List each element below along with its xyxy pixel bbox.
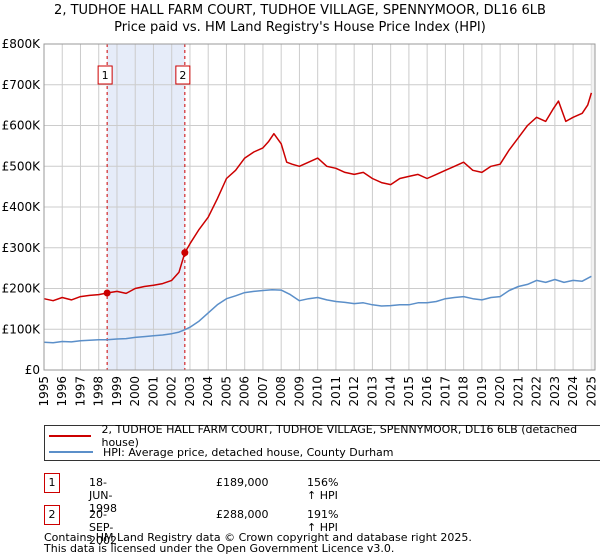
sale-hpi-change: 156% ↑ HPI [307,476,339,502]
x-tick-label: 1996 [55,376,69,407]
x-tick-label: 2025 [584,376,598,407]
sale-label-number: 2 [179,69,186,82]
x-tick-label: 2005 [219,376,233,407]
x-tick-label: 2024 [566,376,580,407]
legend-swatch-hpi [49,451,93,453]
y-tick-label: £800K [2,37,42,51]
x-tick-label: 2006 [238,376,252,407]
x-tick-label: 2007 [256,376,270,407]
y-tick-label: £200K [2,282,42,296]
legend-item-property: 2, TUDHOE HALL FARM COURT, TUDHOE VILLAG… [49,423,600,449]
chart-subtitle: Price paid vs. HM Land Registry's House … [114,20,486,35]
future-hatch [591,44,595,370]
x-tick-label: 2004 [201,376,215,407]
sale-number-badge: 2 [44,505,60,525]
x-tick-label: 1995 [37,376,51,407]
footer-licence: This data is licensed under the Open Gov… [44,542,395,555]
y-tick-label: £700K [2,78,42,92]
x-tick-label: 2021 [511,376,525,407]
y-tick-label: £600K [2,119,42,133]
y-tick-label: £0 [25,363,40,377]
chart-title: 2, TUDHOE HALL FARM COURT, TUDHOE VILLAG… [54,3,546,18]
plot-frame [43,43,596,371]
sale-point [181,249,189,257]
sale-number-badge: 1 [44,473,60,493]
legend-item-hpi: HPI: Average price, detached house, Coun… [49,444,394,460]
x-tick-label: 2016 [420,376,434,407]
x-tick-label: 2002 [165,376,179,407]
sale-hpi-change: 191% ↑ HPI [307,508,339,534]
legend-swatch-property [49,435,92,437]
property-price-line [43,92,593,302]
x-tick-label: 1999 [110,376,124,407]
legend: 2, TUDHOE HALL FARM COURT, TUDHOE VILLAG… [44,423,600,461]
x-tick-label: 2000 [128,376,142,407]
x-tick-label: 2001 [146,376,160,407]
x-tick-label: 1997 [73,376,87,407]
y-tick-label: £500K [2,159,42,173]
x-tick-label: 2015 [402,376,416,407]
sale-date: 20-SEP-2002 [89,508,117,547]
legend-label-property: 2, TUDHOE HALL FARM COURT, TUDHOE VILLAG… [101,423,578,449]
x-tick-label: 2008 [274,376,288,407]
sale-date: 18-JUN-1998 [89,476,117,515]
x-tick-label: 2022 [530,376,544,407]
sale-label-box [97,65,113,85]
x-tick-label: 2020 [493,376,507,407]
x-tick-label: 2011 [329,376,343,407]
x-tick-label: 2018 [457,376,471,407]
y-tick-label: £100K [2,322,42,336]
x-tick-label: 2009 [292,376,306,407]
sale-label-number: 1 [102,69,109,82]
x-tick-label: 2019 [475,376,489,407]
x-tick-label: 2013 [365,376,379,407]
x-tick-label: 2023 [548,376,562,407]
sale-label-box [175,65,191,85]
x-tick-label: 2003 [183,376,197,407]
sale-price: £288,000 [216,508,269,521]
x-tick-label: 2010 [311,376,325,407]
hpi-line [43,275,592,344]
sale-point [103,289,111,297]
sale-price: £189,000 [216,476,269,489]
y-tick-label: £400K [2,200,42,214]
price-chart: £0 £100K £200K £300K £400K £500K £600K £700K £80… [2,37,599,407]
x-tick-label: 2012 [347,376,361,407]
x-tick-label: 2014 [384,376,398,407]
x-tick-label: 1998 [92,376,106,407]
legend-label-hpi: HPI: Average price, detached house, Coun… [103,445,394,459]
footer-copyright: Contains HM Land Registry data © Crown c… [44,531,472,544]
y-tick-label: £300K [2,241,42,255]
x-tick-label: 2017 [438,376,452,407]
